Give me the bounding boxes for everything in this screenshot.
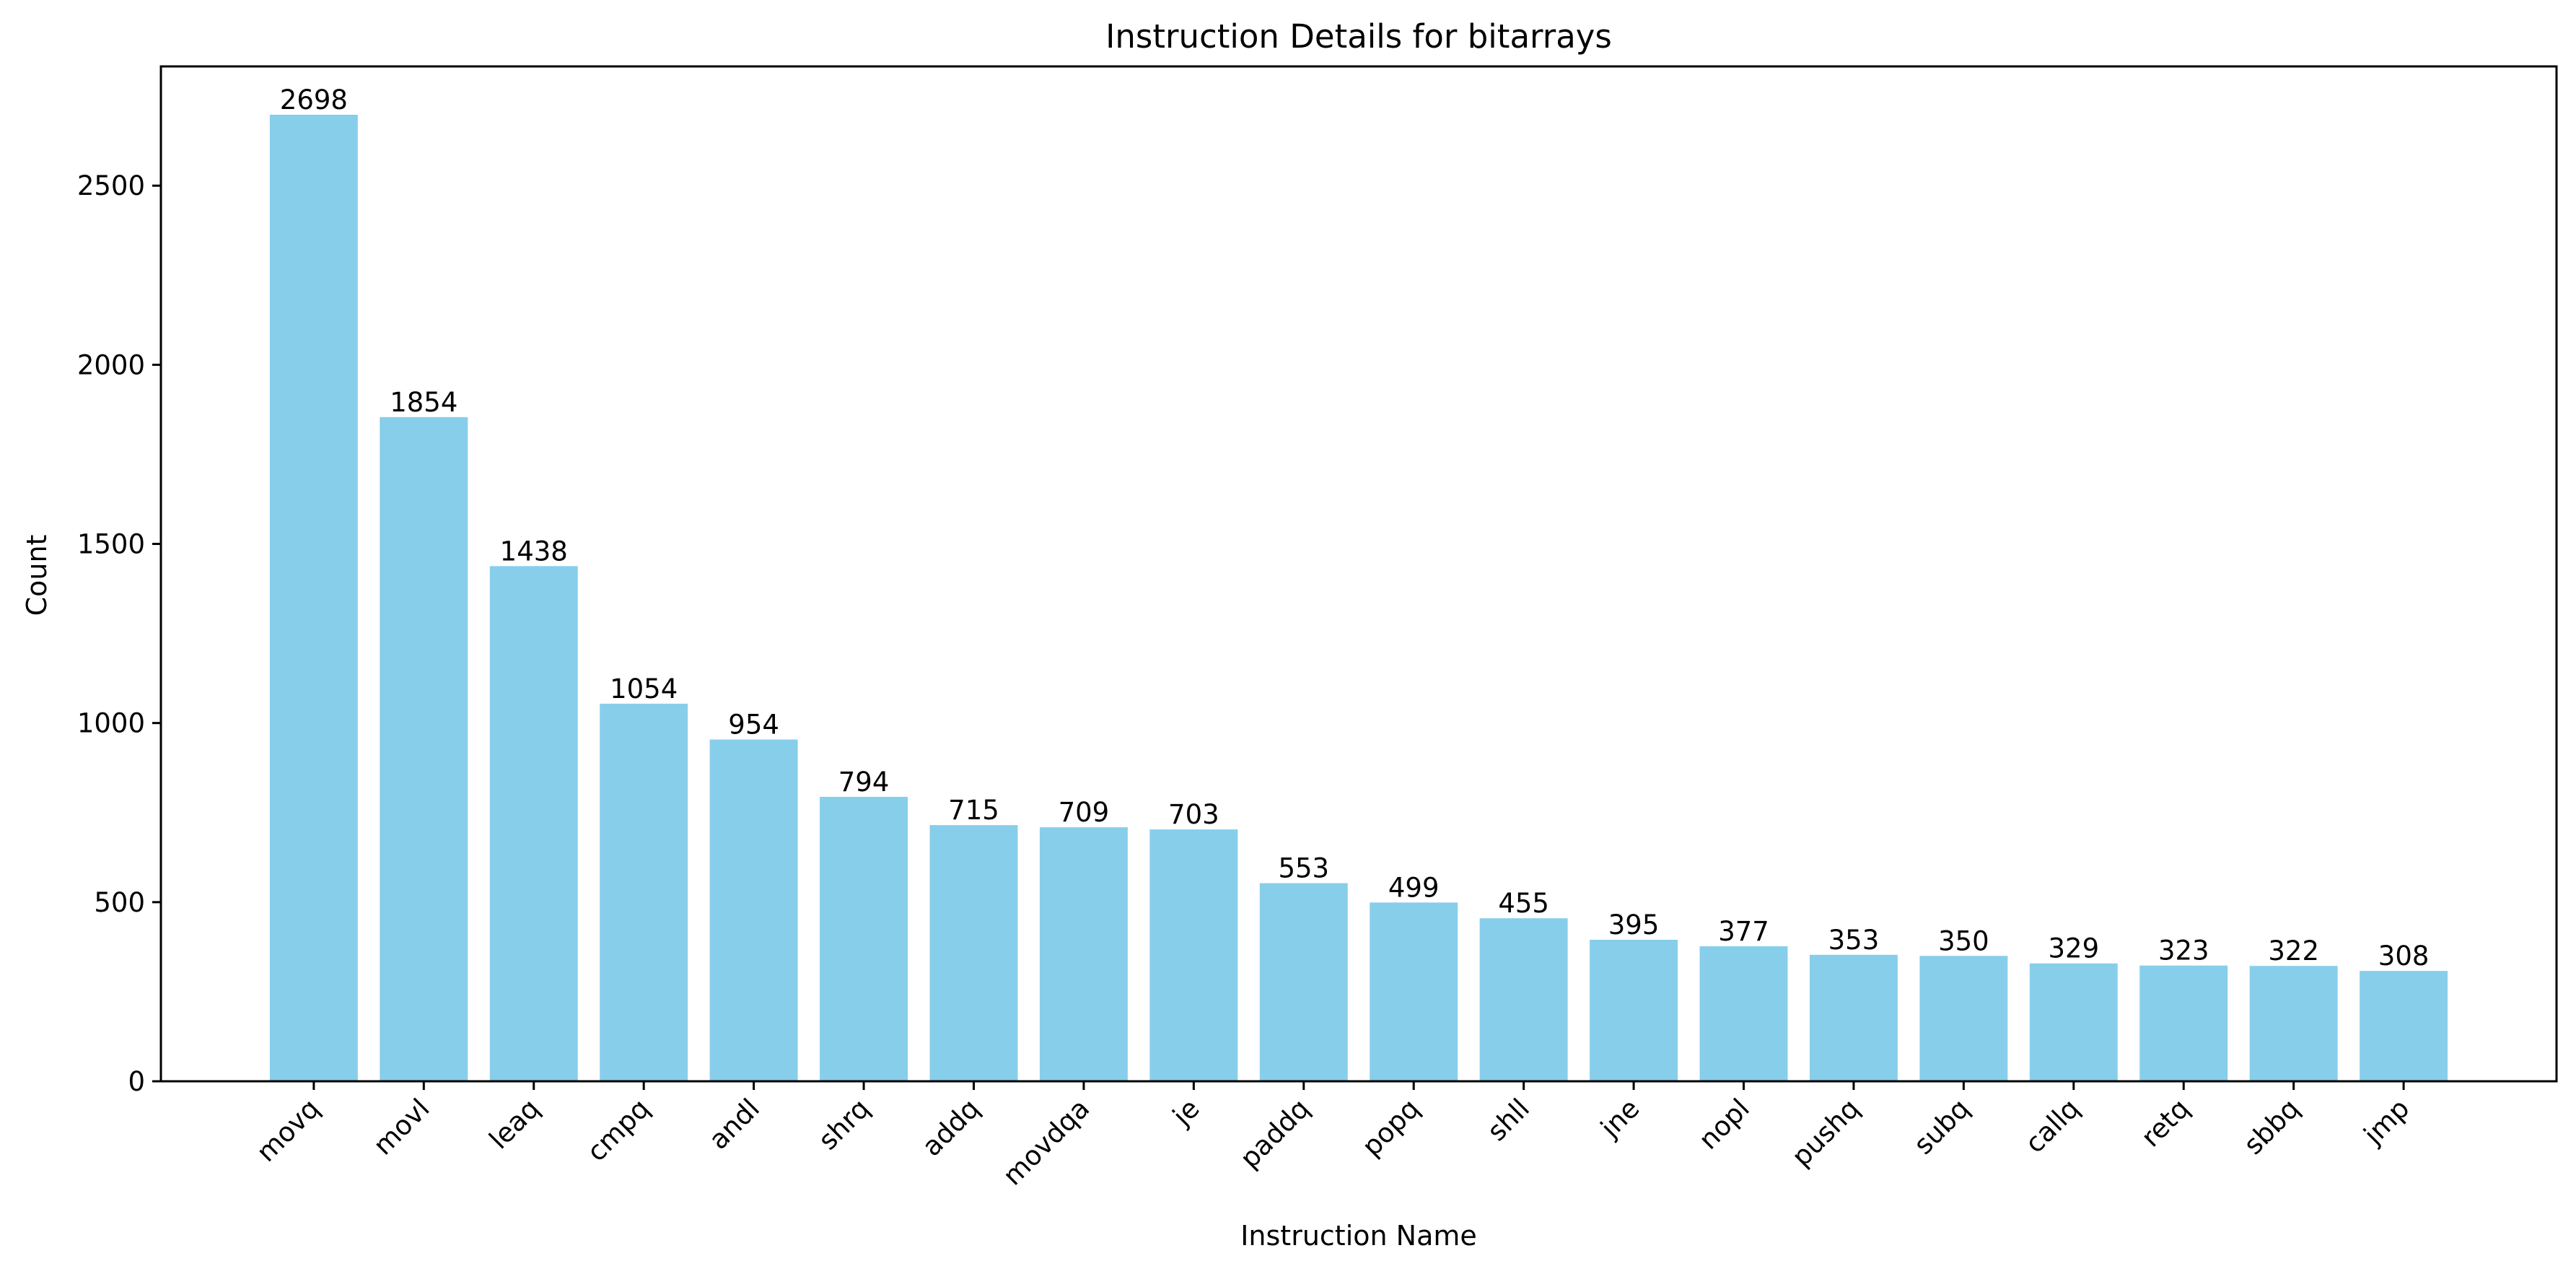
x-tick-label: sbbq — [2238, 1093, 2305, 1161]
bar-value-label: 2698 — [280, 84, 348, 115]
y-tick-label: 2500 — [77, 170, 145, 201]
bar-value-label: 703 — [1168, 799, 1219, 830]
x-tick-label: popq — [1356, 1093, 1425, 1162]
x-tick-label: shll — [1481, 1093, 1535, 1147]
bar-value-label: 353 — [1828, 925, 1880, 956]
x-tick-label: movdqa — [997, 1093, 1096, 1192]
bar-value-label: 323 — [2158, 935, 2209, 967]
bar — [1919, 956, 2008, 1081]
bar-value-label: 794 — [838, 767, 890, 798]
x-tick-label: addq — [916, 1093, 986, 1162]
bar — [1809, 954, 1898, 1081]
bar — [2029, 963, 2118, 1081]
bar — [1479, 918, 1568, 1081]
bar — [2139, 965, 2228, 1081]
bar-value-label: 329 — [2049, 933, 2100, 964]
y-axis-label: Count — [21, 535, 53, 616]
bar — [1259, 883, 1348, 1081]
bar-value-label: 1054 — [610, 673, 678, 704]
y-tick-label: 1500 — [77, 529, 145, 560]
x-tick-label: cmpq — [581, 1093, 655, 1167]
bar — [380, 416, 468, 1081]
bar-value-label: 350 — [1938, 925, 1989, 956]
x-tick-label: retq — [2135, 1093, 2196, 1153]
y-tick-label: 500 — [94, 887, 145, 918]
chart-title: Instruction Details for bitarrays — [1105, 17, 1612, 56]
x-tick-label: movl — [367, 1093, 436, 1161]
bar — [820, 796, 908, 1081]
x-axis-label: Instruction Name — [1240, 1220, 1477, 1252]
x-tick-label: je — [1166, 1093, 1205, 1132]
x-tick-label: paddq — [1234, 1093, 1315, 1174]
bar-value-label: 553 — [1278, 853, 1329, 884]
x-tick-label: callq — [2019, 1093, 2085, 1159]
bar-value-label: 954 — [728, 710, 779, 741]
bar — [929, 825, 1018, 1081]
bar-value-label: 1854 — [390, 387, 457, 418]
x-tick-label: jne — [1594, 1093, 1645, 1144]
bar — [489, 566, 578, 1081]
bars-group: 2698 1854 1438 1054 954 794 715 709 703 553 499 455… — [269, 84, 2448, 1081]
bar-value-label: 377 — [1718, 916, 1769, 947]
y-tick-label: 1000 — [77, 708, 145, 739]
y-axis: 0 500 1000 1500 2000 2500 — [77, 170, 161, 1097]
bar-value-label: 455 — [1498, 888, 1549, 919]
bar-value-label: 322 — [2268, 935, 2319, 967]
bar-value-label: 395 — [1608, 909, 1660, 941]
bar — [2249, 966, 2338, 1081]
bar — [600, 703, 688, 1081]
bar-value-label: 709 — [1059, 797, 1110, 828]
plot-frame — [159, 65, 2558, 1083]
x-tick-label: pushq — [1786, 1093, 1865, 1172]
bar-value-label: 1438 — [500, 536, 568, 567]
bar — [1039, 827, 1128, 1081]
x-tick-label: nopl — [1693, 1093, 1756, 1156]
bar — [269, 114, 358, 1081]
x-tick-label: shrq — [812, 1093, 876, 1156]
bar — [2360, 971, 2448, 1081]
x-tick-label: andl — [703, 1093, 766, 1156]
bar-value-label: 499 — [1388, 872, 1440, 903]
bar — [1149, 829, 1238, 1081]
y-tick-label: 0 — [128, 1066, 145, 1097]
x-tick-label: leaq — [483, 1093, 546, 1155]
bar — [709, 739, 798, 1081]
bar-value-label: 308 — [2378, 941, 2430, 972]
bar — [1590, 939, 1678, 1081]
x-tick-label: subq — [1908, 1093, 1976, 1161]
bar — [1699, 946, 1788, 1081]
bar-value-label: 715 — [948, 795, 999, 826]
bar — [1370, 902, 1458, 1081]
x-axis: movq movl leaq cmpq andl shrq addq movdqa je padd… — [250, 1081, 2415, 1192]
x-tick-label: movq — [250, 1093, 325, 1168]
x-tick-label: jmp — [2357, 1093, 2415, 1151]
y-tick-label: 2000 — [77, 349, 145, 380]
